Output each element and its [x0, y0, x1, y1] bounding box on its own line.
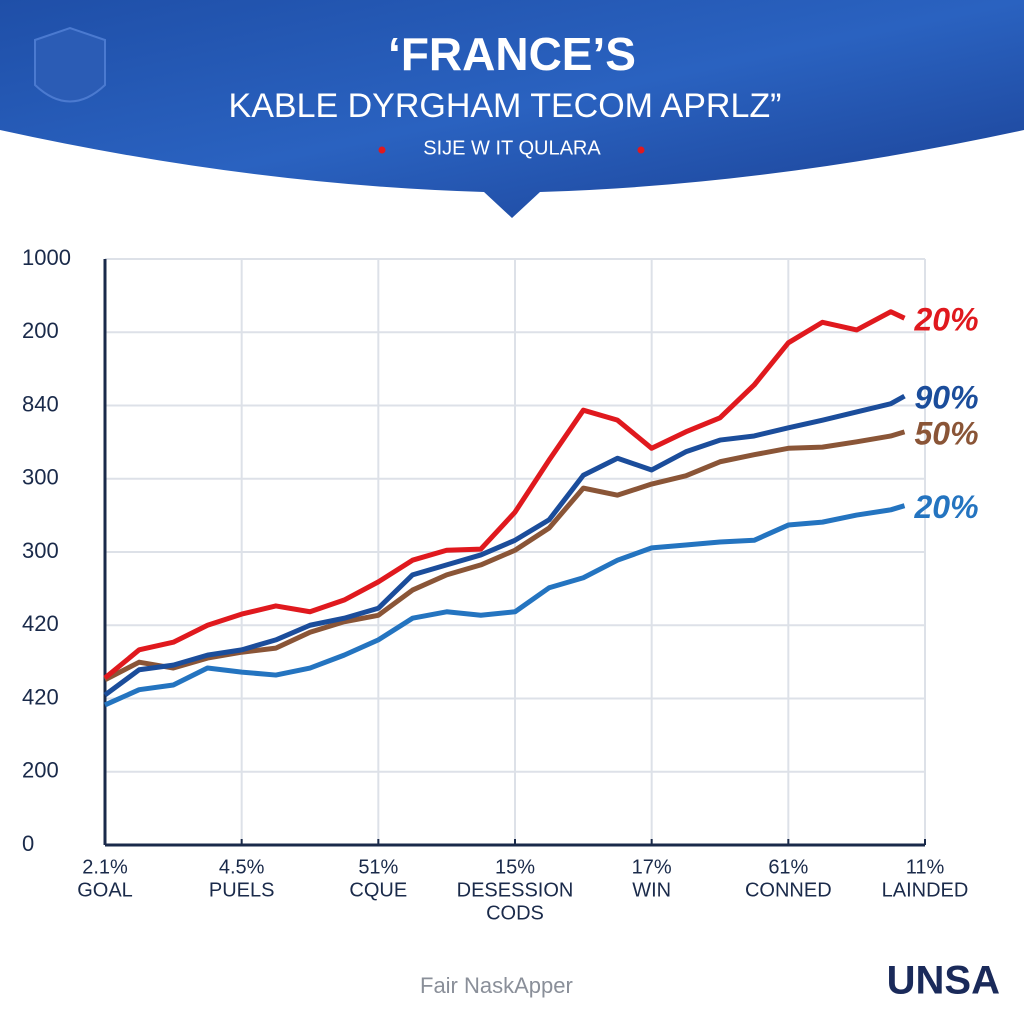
x-tick-sublabel: LAINDED: [882, 879, 969, 901]
y-tick-label: 200: [22, 318, 59, 343]
series-line: [103, 393, 906, 697]
series-line: [103, 309, 906, 680]
x-tick-sublabel: DESESSION: [457, 879, 574, 901]
x-tick-label: 15%: [495, 856, 535, 878]
x-tick-sublabel: PUELS: [209, 879, 275, 901]
x-tick-label: 51%: [358, 856, 398, 878]
end-label: 50%: [915, 415, 979, 451]
credit: Fair NaskApper: [420, 973, 573, 998]
y-tick-label: 200: [22, 758, 59, 783]
y-tick-label: 840: [22, 391, 59, 416]
x-tick-sublabel: CQUE: [349, 879, 407, 901]
x-tick-sublabel: CONNED: [745, 879, 832, 901]
x-tick-label: 61%: [768, 856, 808, 878]
y-tick-label: 300: [22, 465, 59, 490]
series-line: [103, 503, 906, 708]
end-label: 90%: [915, 380, 979, 416]
y-tick-label: 420: [22, 684, 59, 709]
crest: [34, 26, 106, 103]
x-tick-sublabel: WIN: [632, 879, 671, 901]
x-tick-sublabel: GOAL: [77, 879, 133, 901]
header-banner: [0, 0, 1024, 218]
end-label: 20%: [914, 489, 979, 525]
x-tick-sublabel: CODS: [486, 902, 544, 924]
bullet: [637, 146, 645, 154]
x-tick-label: 2.1%: [82, 856, 128, 878]
x-tick-label: 4.5%: [219, 856, 265, 878]
y-tick-label: 300: [22, 538, 59, 563]
subtitle: KABLE DYRGHAM TECOM APRLZ”: [229, 87, 782, 125]
x-tick-label: 11%: [906, 856, 945, 878]
y-tick-label: 0: [22, 831, 34, 856]
bullet: [378, 146, 386, 154]
logo: UNSA: [887, 959, 1000, 1003]
y-tick-label: 1000: [22, 245, 71, 270]
y-tick-label: 420: [22, 611, 59, 636]
series-line: [103, 429, 906, 682]
x-tick-label: 17%: [632, 856, 672, 878]
end-label: 20%: [914, 302, 979, 338]
tagline: SIJE W IT QULARA: [423, 137, 601, 159]
title: ‘FRANCE’S: [388, 28, 636, 80]
